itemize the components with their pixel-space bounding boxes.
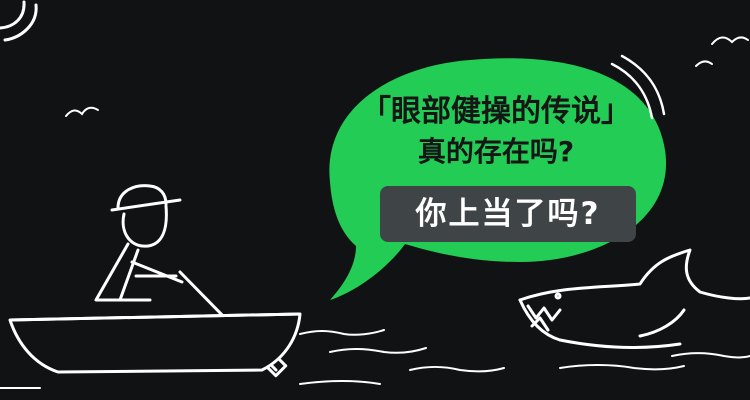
birds-icon — [65, 36, 749, 117]
bubble-headline: 「眼部健操的传说」 真的存在吗? — [356, 92, 636, 172]
moon-icon — [0, 0, 38, 42]
shark-icon — [518, 248, 750, 349]
headline-line-2: 真的存在吗? — [417, 135, 575, 168]
boat-icon — [8, 312, 302, 374]
question-tag: 你上当了吗? — [380, 186, 636, 242]
headline-line-1: 「眼部健操的传说」 — [361, 94, 631, 129]
water-waves — [0, 329, 750, 389]
